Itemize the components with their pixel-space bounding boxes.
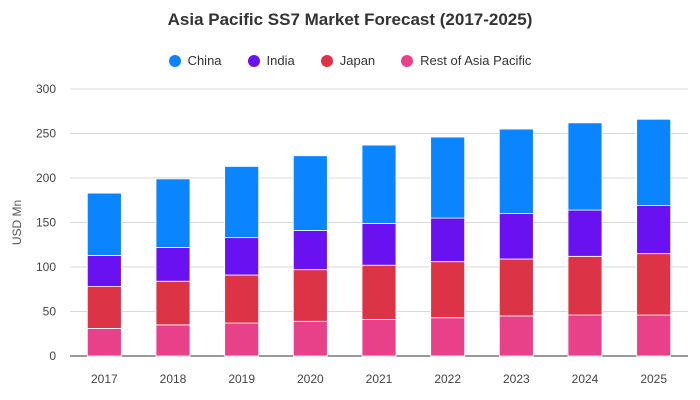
- bar-segment: [567, 314, 603, 357]
- bar-segment: [155, 247, 191, 282]
- bar-segment: [430, 317, 466, 357]
- y-tick-label: 50: [43, 305, 57, 319]
- bar-segment: [224, 322, 260, 357]
- legend-label: China: [187, 53, 222, 68]
- x-tick-label: 2021: [366, 372, 393, 386]
- x-tick-label: 2025: [640, 372, 667, 386]
- bar-segment: [361, 264, 397, 320]
- bar-segment: [636, 314, 672, 357]
- bar-segment: [567, 255, 603, 316]
- legend-label: India: [266, 53, 295, 68]
- bar-segment: [498, 315, 534, 357]
- bar-segment: [224, 166, 260, 239]
- legend-dot-icon: [320, 54, 333, 67]
- y-tick-label: 0: [49, 349, 56, 363]
- legend: China India Japan Rest of Asia Pacific: [0, 53, 700, 68]
- bar-segment: [430, 261, 466, 319]
- bar-segment: [224, 274, 260, 324]
- legend-label: Japan: [339, 53, 376, 68]
- bar-segment: [636, 205, 672, 255]
- legend-item[interactable]: Rest of Asia Pacific: [401, 53, 531, 68]
- bar-segment: [86, 192, 122, 256]
- legend-dot-icon: [247, 54, 260, 67]
- bar-segment: [155, 280, 191, 326]
- bar-segment: [361, 144, 397, 224]
- x-tick-label: 2019: [228, 372, 255, 386]
- x-tick-label: 2020: [297, 372, 324, 386]
- bar-segment: [292, 269, 328, 322]
- y-tick-label: 200: [36, 171, 56, 185]
- chart-title: Asia Pacific SS7 Market Forecast (2017-2…: [167, 10, 533, 29]
- legend-item[interactable]: Japan: [320, 53, 376, 68]
- legend-dot-icon: [168, 54, 181, 67]
- bar-segment: [430, 217, 466, 263]
- x-tick-label: 2023: [503, 372, 530, 386]
- y-tick-label: 250: [36, 127, 56, 141]
- bar-segment: [86, 328, 122, 357]
- x-tick-label: 2024: [572, 372, 599, 386]
- bar-segment: [498, 213, 534, 260]
- bar-segment: [636, 253, 672, 316]
- y-tick-label: 100: [36, 260, 56, 274]
- y-tick-label: 300: [36, 82, 56, 96]
- bar-segment: [292, 155, 328, 231]
- bar-segment: [361, 222, 397, 266]
- y-tick-label: 150: [36, 216, 56, 230]
- bar-segment: [567, 209, 603, 257]
- legend-item[interactable]: China: [168, 53, 222, 68]
- x-tick-label: 2018: [160, 372, 187, 386]
- bar-segment: [224, 237, 260, 276]
- bar-segment: [361, 319, 397, 357]
- bar-segment: [155, 178, 191, 248]
- bar-segment: [498, 128, 534, 215]
- x-tick-label: 2022: [434, 372, 461, 386]
- bar-segment: [292, 230, 328, 271]
- legend-item[interactable]: India: [247, 53, 295, 68]
- legend-dot-icon: [401, 54, 414, 67]
- bar-segment: [430, 136, 466, 219]
- bar-segment: [86, 286, 122, 329]
- bar-segment: [155, 324, 191, 357]
- bar-segment: [292, 320, 328, 357]
- y-axis-label: USD Mn: [10, 200, 24, 245]
- legend-label: Rest of Asia Pacific: [420, 53, 532, 68]
- bar-segment: [567, 122, 603, 211]
- bar-segment: [498, 258, 534, 317]
- bar-segment: [86, 255, 122, 287]
- bar-segment: [636, 118, 672, 206]
- x-tick-label: 2017: [91, 372, 118, 386]
